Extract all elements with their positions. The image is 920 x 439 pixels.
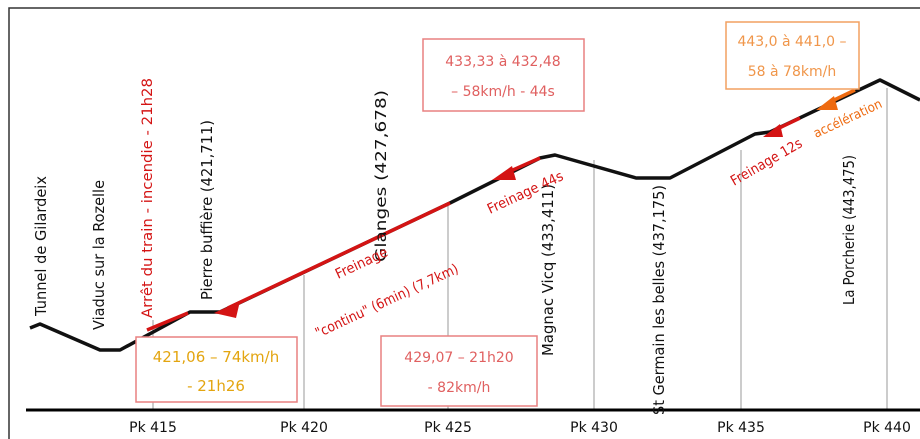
tick-pk440: Pk 440 <box>863 420 911 436</box>
label-la-porcherie: La Porcherie (443,475) <box>840 155 858 305</box>
braking-stop-line <box>146 311 189 332</box>
frame-border <box>8 7 920 439</box>
tick-pk415: Pk 415 <box>129 420 177 436</box>
tick-pk435: Pk 435 <box>717 420 765 436</box>
svg-text:429,07 – 21h20: 429,07 – 21h20 <box>404 350 513 366</box>
info-box-429: 429,07 – 21h20 - 82km/h <box>380 335 538 407</box>
svg-text:421,06 – 74km/h: 421,06 – 74km/h <box>153 348 279 366</box>
label-acceleration: accélération <box>811 97 884 142</box>
svg-text:- 21h26: - 21h26 <box>187 377 245 395</box>
info-box-433: 433,33 à 432,48 – 58km/h - 44s <box>422 38 585 112</box>
tick-pk430: Pk 430 <box>570 420 618 436</box>
tick-pk425: Pk 425 <box>424 420 472 436</box>
label-freinage-continu-1: Freinage <box>333 244 391 282</box>
svg-text:433,33 à 432,48: 433,33 à 432,48 <box>445 54 560 70</box>
label-st-germain: St Germain les belles (437,175) <box>650 185 668 415</box>
info-box-443: 443,0 à 441,0 – 58 à 78km/h <box>725 21 860 90</box>
svg-text:58 à 78km/h: 58 à 78km/h <box>748 64 836 80</box>
svg-text:443,0 à 441,0 –: 443,0 à 441,0 – <box>737 34 846 50</box>
braking-12-arrowhead <box>763 124 783 137</box>
svg-text:- 82km/h: - 82km/h <box>428 380 491 396</box>
label-pierre-buffiere: Pierre buffière (421,711) <box>198 120 216 300</box>
braking-continuous-arrowhead <box>214 301 240 318</box>
label-magnac-vicq: Magnac Vicq (433,411) <box>539 184 557 356</box>
braking-44-arrowhead <box>492 166 516 180</box>
braking-continuous-line <box>227 201 451 310</box>
label-tunnel-gilardeix: Tunnel de Gilardeix <box>32 176 50 317</box>
tick-pk420: Pk 420 <box>280 420 328 436</box>
label-glanges: Glanges (427,678) <box>372 90 390 262</box>
svg-text:– 58km/h - 44s: – 58km/h - 44s <box>451 84 555 100</box>
info-box-421: 421,06 – 74km/h - 21h26 <box>135 336 298 403</box>
label-arret-train: Arrêt du train - incendie - 21h28 <box>140 78 156 318</box>
track-profile-line <box>29 78 920 352</box>
guide-lines <box>152 88 888 410</box>
label-viaduc-rozelle: Viaduc sur la Rozelle <box>90 180 108 330</box>
acceleration-arrowhead <box>816 96 838 110</box>
